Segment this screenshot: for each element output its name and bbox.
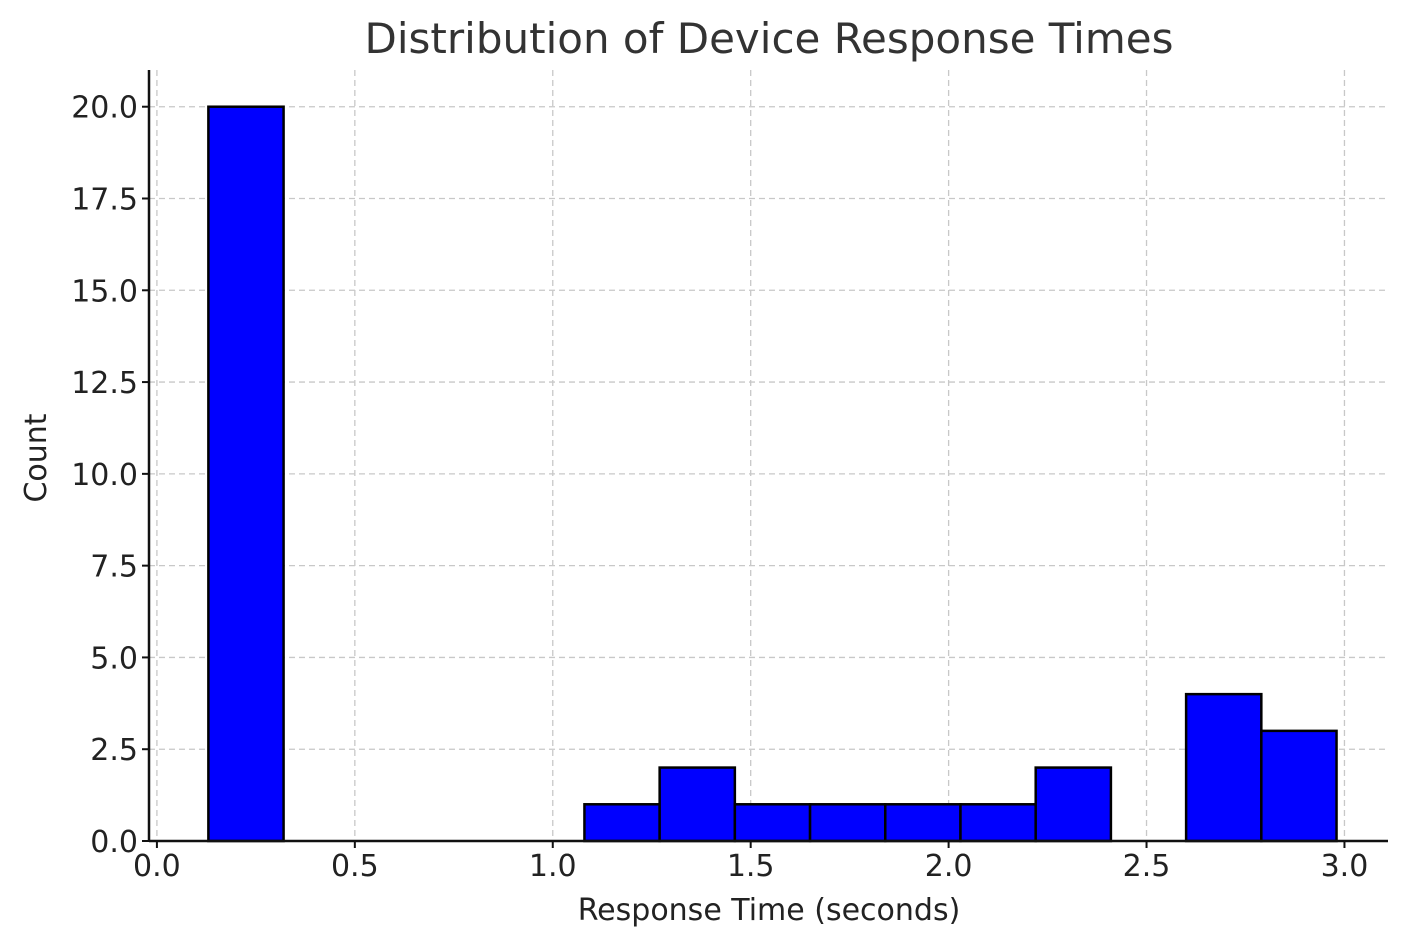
y-tick-label: 12.5: [71, 366, 138, 401]
histogram-bar: [1034, 766, 1113, 843]
x-axis-ticks: 0.0 0.5 1.0 1.5 2.0 2.5 3.0: [133, 841, 1368, 884]
histogram-bar: [1260, 729, 1338, 843]
y-tick-label: 0.0: [90, 825, 138, 860]
y-tick-label: 5.0: [90, 641, 138, 676]
histogram-bar: [1184, 692, 1263, 843]
x-tick-label: 3.0: [1321, 849, 1369, 884]
histogram-bar: [959, 803, 1037, 843]
x-tick-label: 2.0: [925, 849, 973, 884]
y-tick-label: 10.0: [71, 458, 138, 493]
y-tick-label: 17.5: [71, 183, 138, 218]
y-tick-label: 20.0: [71, 91, 138, 126]
histogram-bar: [583, 803, 661, 843]
y-tick-label: 15.0: [71, 274, 138, 309]
chart-title: Distribution of Device Response Times: [365, 14, 1174, 63]
histogram-bar: [207, 105, 285, 843]
x-tick-label: 0.0: [133, 849, 181, 884]
x-tick-label: 1.0: [529, 849, 577, 884]
x-tick-label: 0.5: [331, 849, 379, 884]
bars: [207, 105, 1338, 843]
histogram-bar: [658, 766, 737, 843]
x-tick-label: 1.5: [727, 849, 775, 884]
y-tick-label: 2.5: [90, 733, 138, 768]
x-axis-label: Response Time (seconds): [578, 893, 961, 928]
histogram-bar: [733, 803, 812, 843]
histogram-bar: [808, 803, 887, 843]
grid: [149, 70, 1388, 842]
histogram-bar: [884, 803, 962, 843]
y-axis-ticks: 0.0 2.5 5.0 7.5 10.0 12.5 15.0 17.5 20.0: [71, 91, 149, 860]
x-tick-label: 2.5: [1123, 849, 1171, 884]
y-axis-label: Count: [19, 413, 54, 502]
y-tick-label: 7.5: [90, 550, 138, 585]
